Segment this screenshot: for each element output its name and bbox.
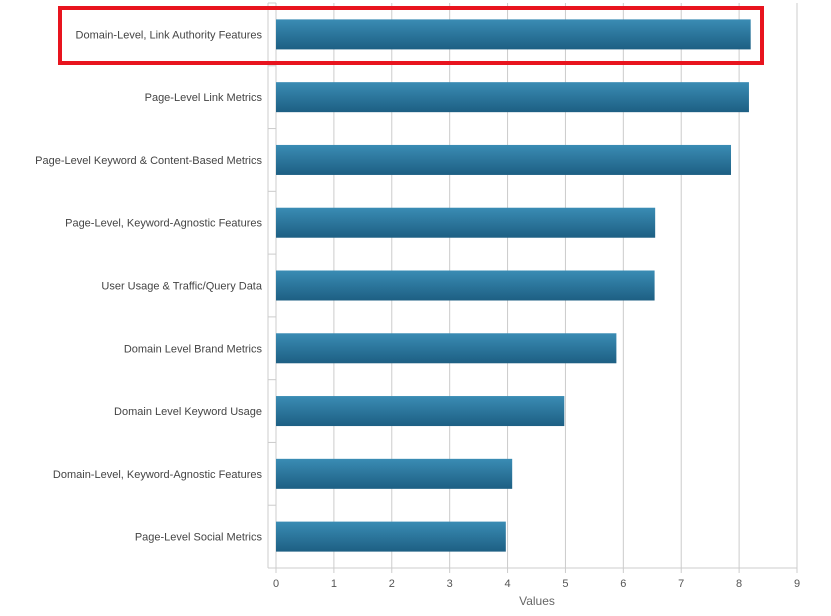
x-tick-label: 1: [331, 578, 337, 590]
bar: [276, 82, 749, 113]
category-label: Page-Level Social Metrics: [135, 532, 263, 544]
x-tick-labels: 0 1 2 3 4 5 6 7 8 9: [273, 578, 800, 590]
bar: [276, 144, 732, 175]
bar: [276, 19, 751, 50]
category-label: Page-Level Keyword & Content-Based Metri…: [35, 155, 262, 167]
x-tick-label: 7: [678, 578, 684, 590]
x-tick-label: 0: [273, 578, 279, 590]
category-label: Page-Level Link Metrics: [145, 92, 263, 104]
x-tick-label: 3: [447, 578, 453, 590]
bar: [276, 270, 655, 301]
bar: [276, 333, 617, 364]
category-label: Domain Level Brand Metrics: [124, 343, 263, 355]
category-label: Page-Level, Keyword-Agnostic Features: [65, 218, 262, 230]
category-label: Domain-Level, Keyword-Agnostic Features: [53, 469, 263, 481]
bars: [276, 19, 751, 552]
x-tick-label: 8: [736, 578, 742, 590]
x-tick-label: 9: [794, 578, 800, 590]
x-tick-label: 2: [389, 578, 395, 590]
x-tick-label: 5: [562, 578, 568, 590]
category-label: Domain Level Keyword Usage: [114, 406, 262, 418]
x-tick-label: 6: [620, 578, 626, 590]
bar: [276, 521, 506, 552]
bar: [276, 207, 656, 238]
highlight-box: [58, 6, 764, 65]
x-tick-label: 4: [504, 578, 510, 590]
category-label: Domain-Level, Link Authority Features: [76, 29, 263, 41]
category-labels: Domain-Level, Link Authority Features Pag…: [35, 29, 263, 543]
category-label: User Usage & Traffic/Query Data: [101, 281, 262, 293]
bar: [276, 458, 513, 489]
x-axis-title: Values: [519, 594, 555, 608]
bar: [276, 396, 565, 427]
